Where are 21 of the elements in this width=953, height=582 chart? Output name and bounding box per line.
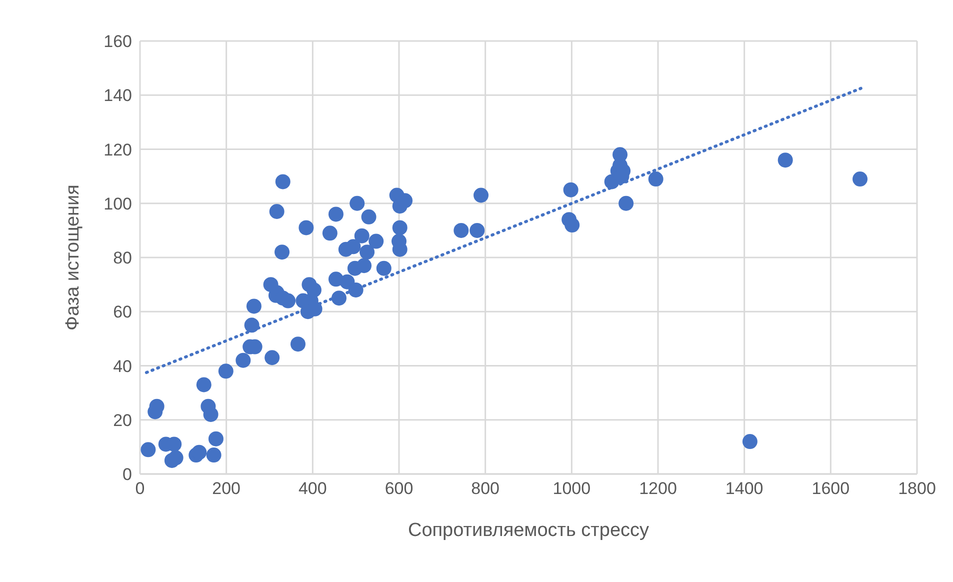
y-tick-label: 60 [113, 302, 132, 322]
x-axis-title: Сопротивляемость стрессу [408, 520, 650, 541]
x-tick-label: 1800 [898, 479, 936, 498]
y-tick-label: 40 [113, 356, 132, 376]
x-tick-label: 200 [212, 479, 241, 498]
x-tick-label: 1400 [725, 479, 764, 498]
x-tick-label: 1000 [552, 479, 591, 498]
y-tick-label: 120 [104, 140, 132, 160]
x-tick-label: 400 [298, 479, 327, 498]
y-tick-label: 0 [122, 465, 132, 484]
x-tick-label: 600 [384, 479, 414, 498]
y-axis-title: Фаза истощения [62, 184, 84, 330]
y-tick-label: 80 [113, 248, 132, 268]
y-tick-label: 140 [104, 86, 132, 106]
y-tick-label: 100 [104, 194, 132, 214]
x-tick-label: 1200 [639, 479, 677, 498]
y-tick-label: 160 [104, 32, 132, 52]
x-tick-label: 0 [135, 479, 145, 498]
x-tick-label: 800 [471, 479, 500, 498]
y-tick-label: 20 [113, 410, 132, 430]
x-tick-label: 1600 [812, 479, 850, 498]
